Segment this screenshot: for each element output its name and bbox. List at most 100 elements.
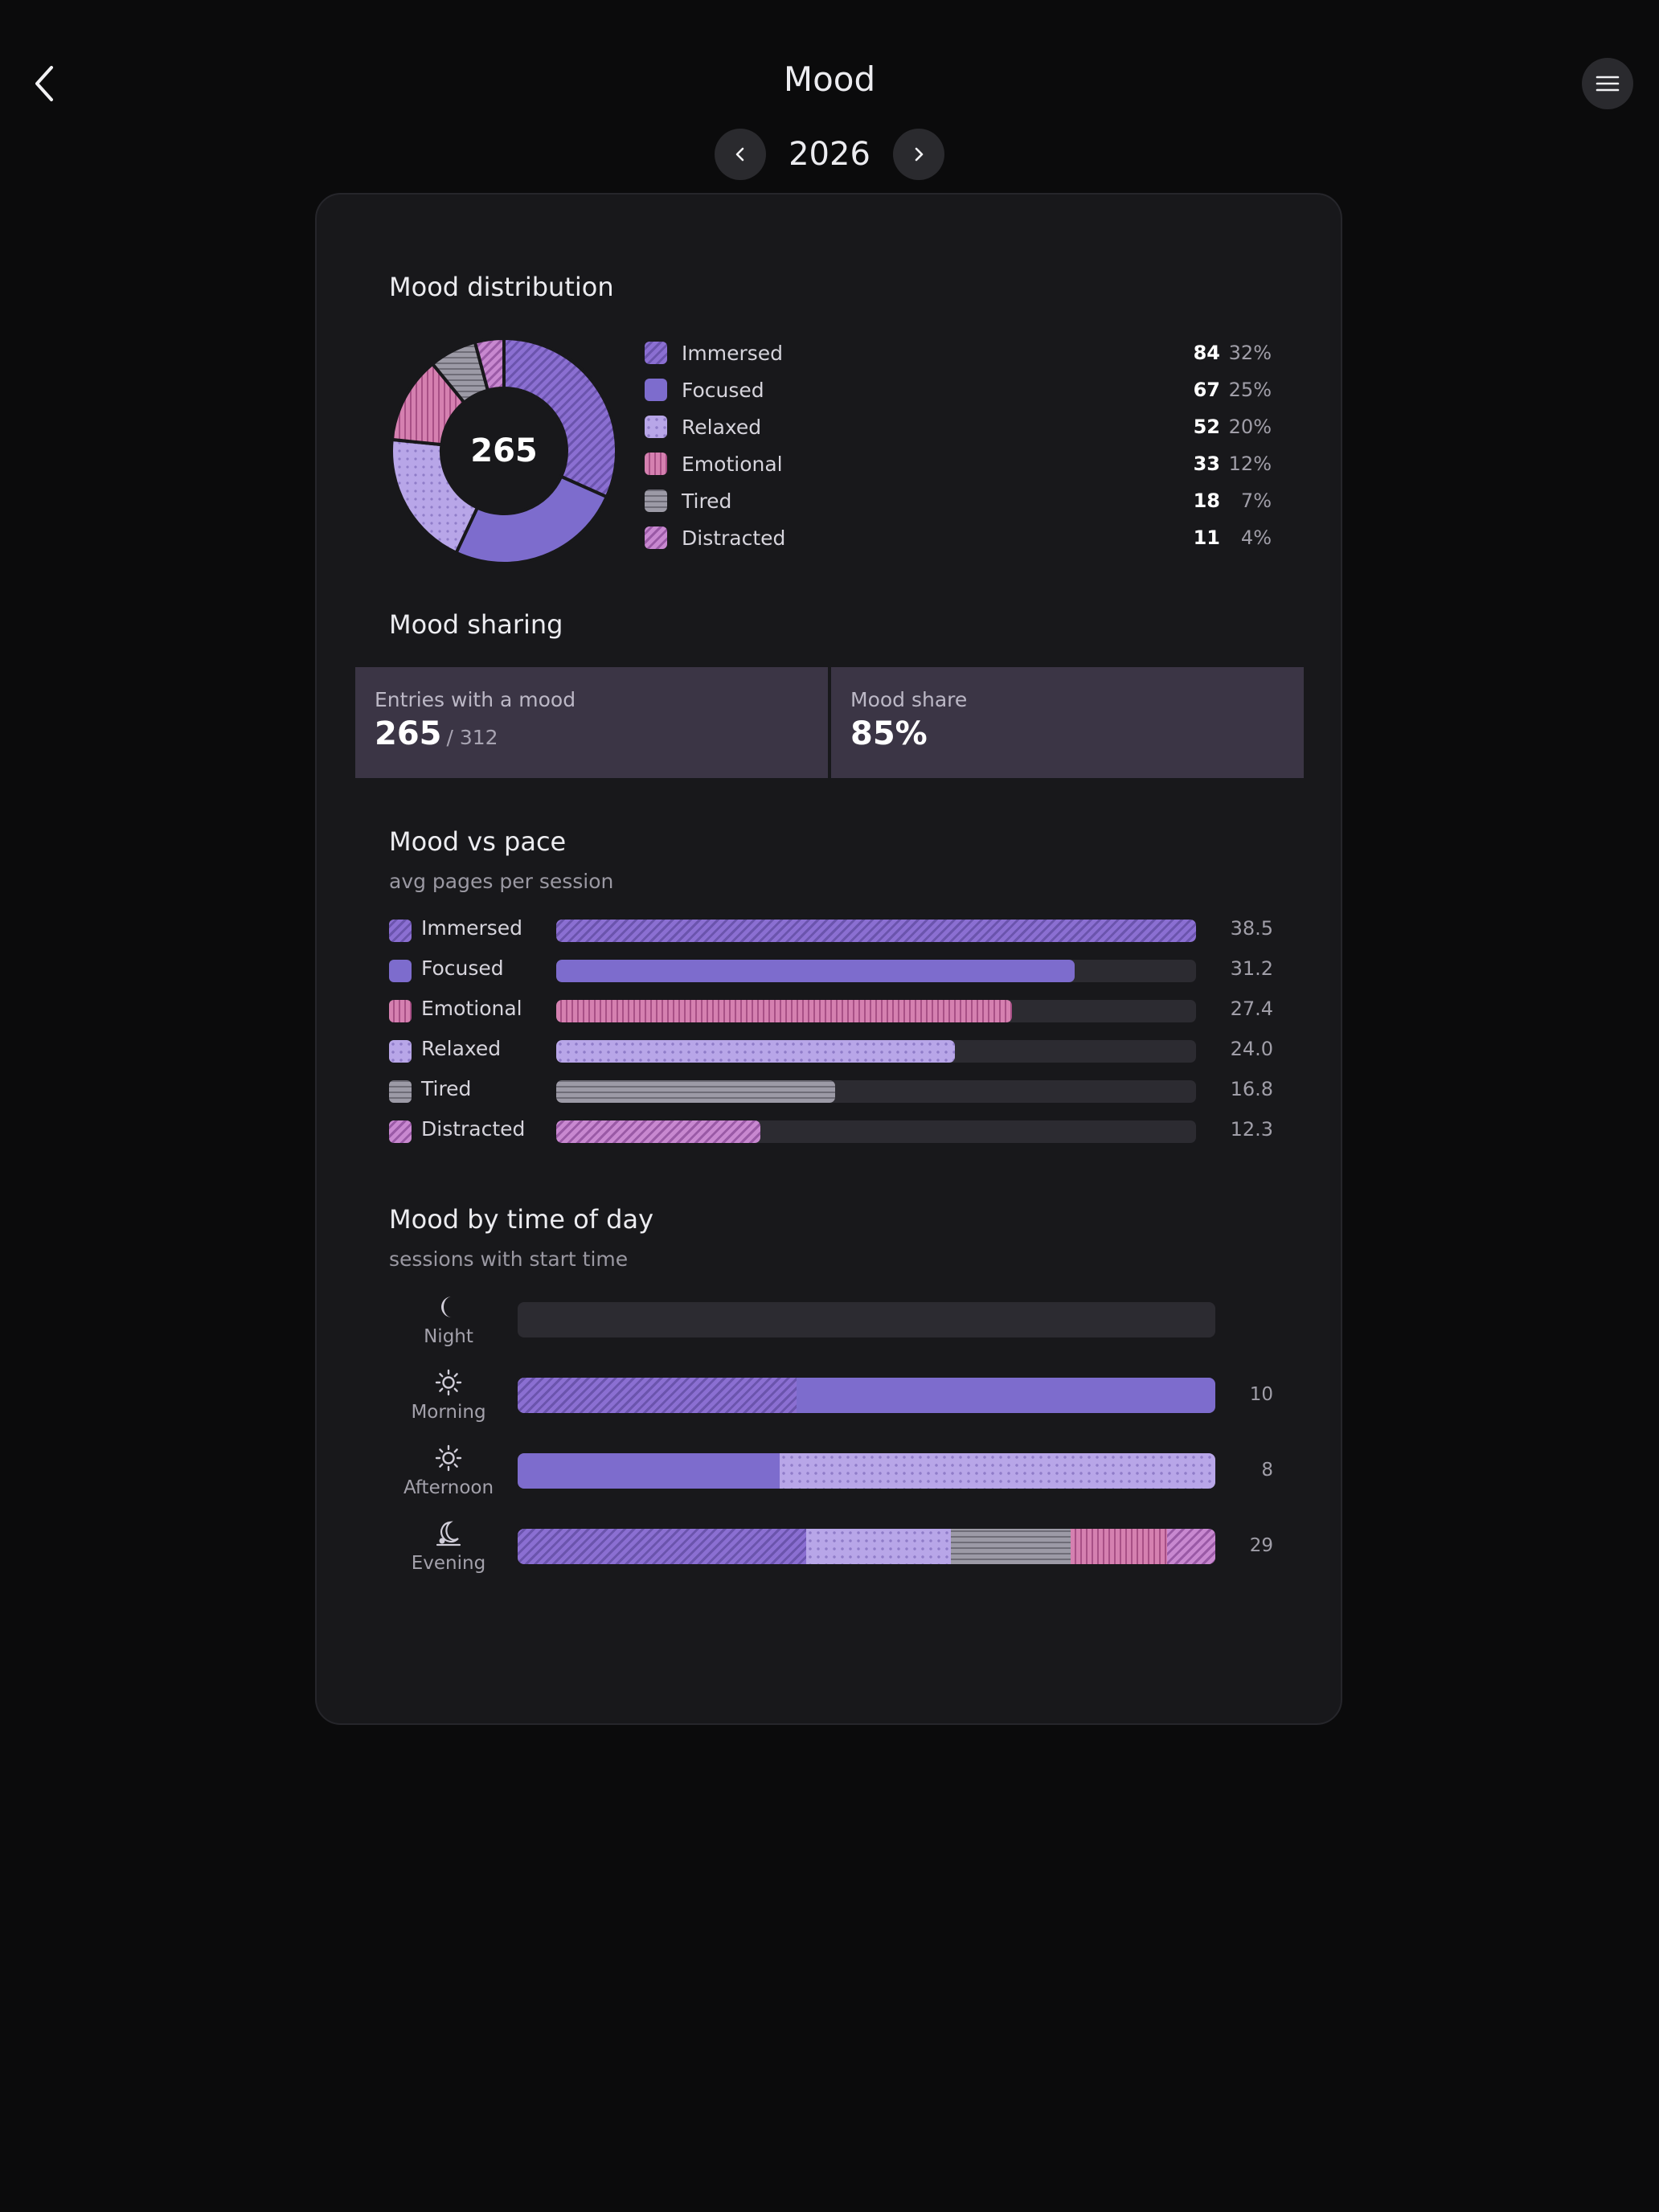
legend-name: Relaxed xyxy=(682,415,762,439)
time-row-morning: Morning 10 xyxy=(389,1368,1273,1444)
time-segment-emotional xyxy=(1071,1529,1168,1564)
section-title-pace: Mood vs pace xyxy=(389,826,567,857)
pace-swatch xyxy=(389,1040,412,1063)
pace-name: Emotional xyxy=(421,997,522,1020)
page-title: Mood xyxy=(783,59,876,99)
pace-track xyxy=(556,960,1196,982)
pace-swatch xyxy=(389,1120,412,1143)
legend-row-relaxed: Relaxed 52 20% xyxy=(645,408,1272,445)
legend-percent: 20% xyxy=(1228,416,1272,438)
legend-name: Immersed xyxy=(682,341,784,365)
pace-track xyxy=(556,1120,1196,1143)
time-count: 10 xyxy=(1249,1384,1273,1405)
entries-with-mood-stat: Entries with a mood 265/ 312 xyxy=(355,667,828,778)
pace-bar xyxy=(556,1000,1012,1022)
previous-year-button[interactable] xyxy=(715,129,767,180)
mood-donut-chart: 265 xyxy=(390,336,618,565)
pace-value: 24.0 xyxy=(1230,1038,1273,1060)
pace-row-emotional: Emotional 27.4 xyxy=(389,995,1273,1027)
back-button[interactable] xyxy=(24,63,66,104)
pace-value: 27.4 xyxy=(1230,997,1273,1020)
mood-stats-card: Mood distribution 265 I xyxy=(315,193,1342,1725)
pace-track xyxy=(556,1080,1196,1103)
pace-row-relaxed: Relaxed 24.0 xyxy=(389,1035,1273,1067)
time-track xyxy=(518,1453,1215,1489)
pace-row-tired: Tired 16.8 xyxy=(389,1075,1273,1108)
legend-count: 33 xyxy=(1193,453,1220,475)
time-row-night: Night xyxy=(389,1292,1273,1368)
menu-button[interactable] xyxy=(1582,58,1633,109)
hamburger-icon xyxy=(1596,76,1620,92)
pace-value: 12.3 xyxy=(1230,1118,1273,1141)
legend-percent: 7% xyxy=(1240,490,1272,512)
donut-center-total: 265 xyxy=(470,432,538,469)
donut-slice-immersed xyxy=(502,336,618,499)
year-label: 2026 xyxy=(789,136,870,173)
pace-value: 38.5 xyxy=(1230,917,1273,940)
mood-share-value: 85% xyxy=(850,715,928,752)
sun-icon xyxy=(435,1369,462,1396)
sun-icon xyxy=(435,1444,462,1472)
legend-name: Emotional xyxy=(682,452,783,476)
legend-count: 52 xyxy=(1193,416,1220,438)
legend-swatch xyxy=(645,490,667,512)
pace-bar xyxy=(556,920,1196,942)
time-segment-immersed xyxy=(518,1529,807,1564)
legend-percent: 25% xyxy=(1228,379,1272,401)
donut-slice-relaxed xyxy=(390,437,480,555)
pace-bar xyxy=(556,1120,761,1143)
section-title-sharing: Mood sharing xyxy=(389,609,563,640)
legend-row-tired: Tired 18 7% xyxy=(645,482,1272,519)
legend-count: 84 xyxy=(1193,342,1220,364)
pace-row-focused: Focused 31.2 xyxy=(389,955,1273,987)
legend-swatch xyxy=(645,416,667,438)
next-year-button[interactable] xyxy=(892,129,944,180)
time-label: Afternoon xyxy=(403,1477,494,1498)
section-subtitle-pace: avg pages per session xyxy=(389,870,614,893)
pace-row-distracted: Distracted 12.3 xyxy=(389,1116,1273,1148)
legend-row-immersed: Immersed 84 32% xyxy=(645,334,1272,371)
pace-name: Focused xyxy=(421,956,504,980)
section-subtitle-time-of-day: sessions with start time xyxy=(389,1247,629,1271)
legend-count: 18 xyxy=(1193,490,1220,512)
pace-track xyxy=(556,1000,1196,1022)
chevron-left-icon xyxy=(735,147,744,162)
pace-swatch xyxy=(389,920,412,942)
pace-name: Distracted xyxy=(421,1117,526,1141)
pace-bar xyxy=(556,1040,956,1063)
time-label: Evening xyxy=(411,1553,486,1574)
legend-percent: 4% xyxy=(1240,526,1272,549)
pace-swatch xyxy=(389,1000,412,1022)
legend-swatch xyxy=(645,379,667,401)
section-title-time-of-day: Mood by time of day xyxy=(389,1204,654,1235)
legend-count: 11 xyxy=(1193,526,1220,549)
legend-percent: 12% xyxy=(1228,453,1272,475)
chevron-left-icon xyxy=(35,66,53,101)
pace-swatch xyxy=(389,960,412,982)
legend-row-focused: Focused 67 25% xyxy=(645,371,1272,408)
pace-track xyxy=(556,1040,1196,1063)
pace-row-immersed: Immersed 38.5 xyxy=(389,915,1273,947)
time-segment-focused xyxy=(518,1453,780,1489)
legend-percent: 32% xyxy=(1228,342,1272,364)
moon-set-icon xyxy=(436,1521,461,1546)
time-label: Night xyxy=(424,1326,473,1347)
legend-row-distracted: Distracted 11 4% xyxy=(645,519,1272,556)
entries-total: / 312 xyxy=(446,726,498,749)
time-segment-relaxed xyxy=(779,1453,1215,1489)
pace-name: Immersed xyxy=(421,916,523,940)
pace-bar xyxy=(556,1080,836,1103)
legend-name: Tired xyxy=(682,489,732,513)
time-segment-immersed xyxy=(518,1378,797,1413)
chevron-right-icon xyxy=(915,147,924,162)
section-title-distribution: Mood distribution xyxy=(389,272,614,302)
entries-label: Entries with a mood xyxy=(375,688,576,711)
time-track xyxy=(518,1529,1215,1564)
pace-bar xyxy=(556,960,1075,982)
entries-value: 265 xyxy=(375,715,442,752)
pace-swatch xyxy=(389,1080,412,1103)
mood-share-stat: Mood share 85% xyxy=(831,667,1304,778)
time-count: 8 xyxy=(1261,1460,1273,1481)
legend-swatch xyxy=(645,342,667,364)
donut-slice-distracted xyxy=(473,336,506,393)
